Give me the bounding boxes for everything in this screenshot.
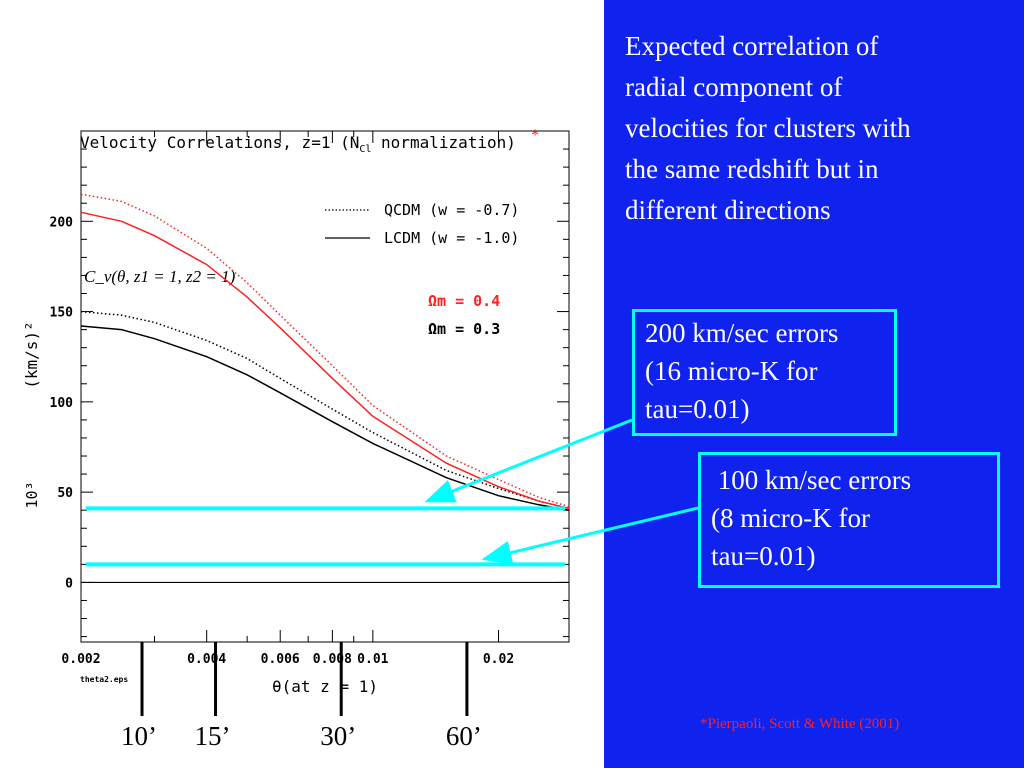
y-tick-label: 50	[57, 486, 73, 501]
error-box-line: (8 micro-K for	[711, 503, 870, 533]
x-tick-label: 0.02	[483, 652, 514, 667]
angle-marker-label: 15’	[195, 721, 231, 751]
angle-marker-label: 10’	[121, 721, 157, 751]
error-box-line: tau=0.01)	[645, 394, 750, 424]
y-axis-factor: 10³	[23, 481, 41, 508]
x-tick-label: 0.004	[187, 652, 226, 667]
error-box-200: 200 km/sec errors (16 micro-K for tau=0.…	[632, 309, 897, 436]
x-tick-label: 0.002	[61, 652, 100, 667]
x-tick-label: 0.006	[261, 652, 300, 667]
y-tick-labels: 0 50 100 150 200	[50, 215, 74, 591]
plot-frame	[80, 130, 570, 643]
legend: QCDM (w = -0.7) LCDM (w = -1.0) Ωm = 0.4…	[325, 201, 519, 338]
series-line	[80, 325, 570, 511]
description-line: radial component of	[625, 72, 843, 102]
description-line: different directions	[625, 195, 831, 225]
error-levels-layer	[81, 506, 569, 584]
error-box-line: 200 km/sec errors	[645, 318, 839, 348]
legend-entry-lcdm: LCDM (w = -1.0)	[384, 229, 519, 247]
formula-label: C_v(θ, z1 = 1, z2 = 1)	[84, 267, 236, 286]
chart-title: Velocity Correlations, z=1 (NCl normaliz…	[80, 133, 516, 155]
y-axis-label: (km/s)²	[22, 321, 41, 388]
x-tick-labels: 0.002 0.004 0.006 0.008 0.01 0.02	[61, 652, 514, 667]
title-star: *	[531, 127, 539, 144]
legend-omega-red: Ωm = 0.4	[428, 292, 500, 310]
x-tick-label: 0.008	[313, 652, 352, 667]
error-box-line: (16 micro-K for	[645, 356, 818, 386]
description-line: the same redshift but in	[625, 154, 879, 184]
legend-entry-qcdm: QCDM (w = -0.7)	[384, 201, 519, 219]
angle-marker-label: 60’	[446, 721, 482, 751]
y-tick-label: 200	[50, 215, 74, 230]
error-box-100: 100 km/sec errors (8 micro-K for tau=0.0…	[698, 452, 1000, 588]
y-tick-label: 100	[50, 396, 74, 411]
x-axis-label: θ(at z = 1)	[272, 677, 378, 696]
angle-markers-layer: 10’ 15’ 30’ 60’	[121, 642, 482, 751]
angle-marker-label: 30’	[320, 721, 356, 751]
description-line: Expected correlation of	[625, 31, 879, 61]
legend-omega-black: Ωm = 0.3	[428, 320, 500, 338]
y-tick-label: 0	[65, 576, 73, 591]
citation: *Pierpaoli, Scott & White (2001)	[700, 716, 900, 732]
description-line: velocities for clusters with	[625, 113, 911, 143]
series-line	[80, 310, 570, 510]
error-box-line: tau=0.01)	[711, 541, 816, 571]
description-text: Expected correlation of radial component…	[625, 26, 1005, 231]
error-box-line: 100 km/sec errors	[711, 465, 912, 495]
file-label: theta2.eps	[80, 675, 128, 684]
series-line	[80, 211, 570, 510]
x-tick-label: 0.01	[357, 652, 388, 667]
y-tick-label: 150	[50, 306, 74, 321]
